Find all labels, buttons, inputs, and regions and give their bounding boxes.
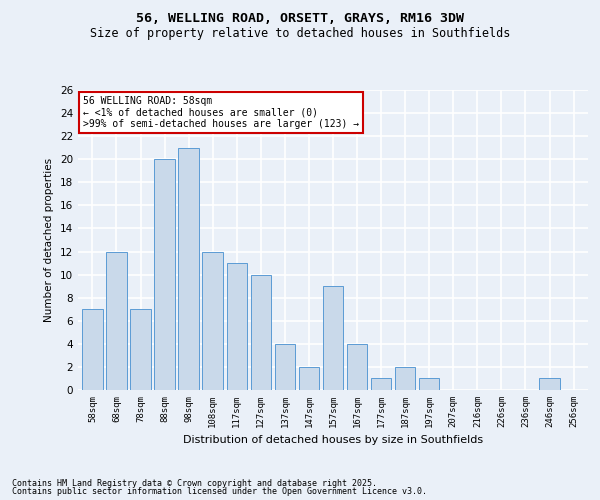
Bar [299, 367, 319, 390]
Bar [395, 367, 415, 390]
Bar [419, 378, 439, 390]
Text: Contains public sector information licensed under the Open Government Licence v3: Contains public sector information licen… [12, 487, 427, 496]
Bar [251, 274, 271, 390]
Bar [178, 148, 199, 390]
Text: Size of property relative to detached houses in Southfields: Size of property relative to detached ho… [90, 28, 510, 40]
X-axis label: Distribution of detached houses by size in Southfields: Distribution of detached houses by size … [183, 436, 483, 446]
Bar [130, 309, 151, 390]
Bar [106, 252, 127, 390]
Bar [154, 159, 175, 390]
Bar [82, 309, 103, 390]
Bar [227, 263, 247, 390]
Bar [371, 378, 391, 390]
Bar [539, 378, 560, 390]
Bar [202, 252, 223, 390]
Bar [275, 344, 295, 390]
Text: 56 WELLING ROAD: 58sqm
← <1% of detached houses are smaller (0)
>99% of semi-det: 56 WELLING ROAD: 58sqm ← <1% of detached… [83, 96, 359, 129]
Bar [347, 344, 367, 390]
Y-axis label: Number of detached properties: Number of detached properties [44, 158, 55, 322]
Text: 56, WELLING ROAD, ORSETT, GRAYS, RM16 3DW: 56, WELLING ROAD, ORSETT, GRAYS, RM16 3D… [136, 12, 464, 26]
Bar [323, 286, 343, 390]
Text: Contains HM Land Registry data © Crown copyright and database right 2025.: Contains HM Land Registry data © Crown c… [12, 478, 377, 488]
